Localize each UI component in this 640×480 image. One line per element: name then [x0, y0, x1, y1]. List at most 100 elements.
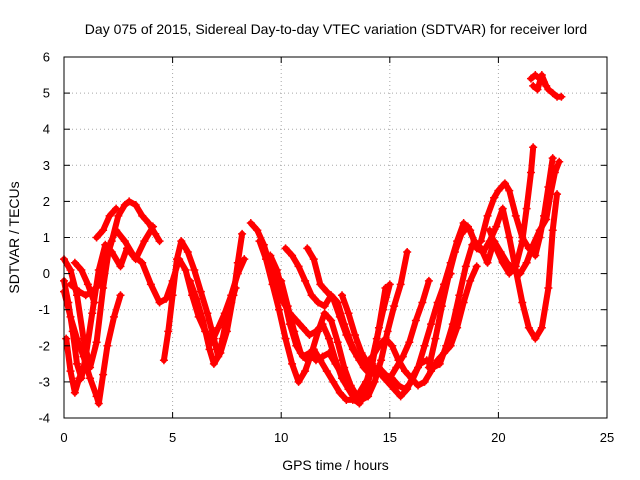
data-point	[172, 255, 181, 264]
data-point	[529, 143, 538, 152]
data-point	[396, 280, 405, 289]
data-point	[461, 262, 470, 271]
data-point	[446, 258, 455, 267]
data-point	[383, 327, 392, 336]
data-point	[183, 247, 192, 256]
data-point	[73, 359, 82, 368]
data-point	[370, 363, 379, 372]
data-point	[531, 251, 540, 260]
data-point	[335, 312, 344, 321]
data-point	[435, 359, 444, 368]
data-point	[151, 229, 160, 238]
data-point	[338, 370, 347, 379]
data-point	[66, 280, 75, 289]
data-point	[553, 190, 562, 199]
data-point	[492, 244, 501, 253]
data-point	[73, 334, 82, 343]
data-point	[338, 291, 347, 300]
data-point	[83, 280, 92, 289]
y-tick-label: 1	[43, 230, 50, 245]
data-point	[548, 226, 557, 235]
y-tick-label: 2	[43, 194, 50, 209]
data-point	[138, 211, 147, 220]
data-point	[316, 280, 325, 289]
data-point	[522, 258, 531, 267]
data-point	[192, 294, 201, 303]
data-point	[305, 330, 314, 339]
data-point	[466, 276, 475, 285]
data-point	[120, 237, 129, 246]
data-point	[99, 370, 108, 379]
data-point	[348, 395, 357, 404]
y-tick-label: 3	[43, 158, 50, 173]
data-point	[537, 323, 546, 332]
data-point	[240, 255, 249, 264]
data-point	[381, 284, 390, 293]
data-point	[296, 349, 305, 358]
data-point	[116, 291, 125, 300]
data-point	[403, 385, 412, 394]
data-point	[79, 352, 88, 361]
data-point	[492, 222, 501, 231]
data-point	[518, 237, 527, 246]
data-point	[548, 89, 557, 98]
data-point	[99, 284, 108, 293]
data-point	[459, 298, 468, 307]
data-point	[185, 276, 194, 285]
data-point	[288, 359, 297, 368]
data-point	[301, 367, 310, 376]
data-point	[392, 363, 401, 372]
data-point	[324, 349, 333, 358]
data-point	[401, 367, 410, 376]
data-point	[418, 298, 427, 307]
data-point	[483, 258, 492, 267]
data-point	[205, 345, 214, 354]
data-point	[116, 262, 125, 271]
data-point	[518, 298, 527, 307]
data-point	[453, 237, 462, 246]
data-point	[361, 377, 370, 386]
data-point	[277, 276, 286, 285]
data-point	[177, 237, 186, 246]
data-point	[90, 298, 99, 307]
data-point	[164, 327, 173, 336]
data-point	[105, 211, 114, 220]
data-point	[309, 345, 318, 354]
data-point	[199, 316, 208, 325]
data-point	[303, 356, 312, 365]
data-point	[548, 154, 557, 163]
data-point	[537, 71, 546, 80]
data-point	[233, 258, 242, 267]
series-markers-8	[185, 229, 247, 368]
data-point	[409, 370, 418, 379]
data-point	[66, 312, 75, 321]
series-band-6	[93, 205, 120, 241]
data-point	[540, 211, 549, 220]
data-point	[303, 244, 312, 253]
data-point	[529, 81, 538, 90]
data-point	[294, 377, 303, 386]
data-point	[557, 92, 566, 101]
data-point	[366, 370, 375, 379]
x-axis-label: GPS time / hours	[282, 457, 389, 473]
data-point	[155, 298, 164, 307]
data-point	[261, 255, 270, 264]
data-point	[490, 193, 499, 202]
series-markers-21	[529, 71, 551, 94]
data-point	[122, 244, 131, 253]
data-point	[238, 229, 247, 238]
y-tick-label: 6	[43, 50, 50, 65]
data-point	[427, 320, 436, 329]
data-point	[448, 320, 457, 329]
data-point	[344, 385, 353, 394]
data-point	[181, 265, 190, 274]
data-point	[144, 219, 153, 228]
data-point	[288, 251, 297, 260]
data-point	[414, 381, 423, 390]
data-point	[381, 334, 390, 343]
data-point	[246, 219, 255, 228]
data-point	[109, 312, 118, 321]
data-point	[374, 341, 383, 350]
data-point	[316, 356, 325, 365]
